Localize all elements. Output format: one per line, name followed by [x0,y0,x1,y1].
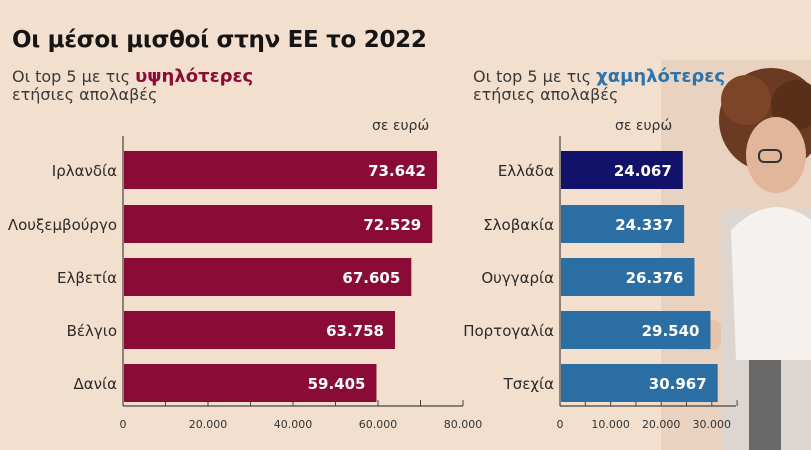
right-value-label: 24.067 [614,162,672,180]
right-value-label: 30.967 [649,375,707,393]
left-category-label: Ελβετία [57,269,117,287]
left-tick-label: 0 [120,418,127,431]
right-subtitle-line2: ετήσιες απολαβές [473,85,619,104]
right-bar-1 [561,151,683,189]
left-tick-label: 20.000 [189,418,228,431]
right-bar-5 [561,364,718,402]
left-category-label: Δανία [74,375,118,393]
left-bar-1 [124,151,437,189]
left-unit-label: σε ευρώ [372,118,430,134]
right-value-label: 26.376 [626,269,684,287]
left-bar-2 [124,205,433,243]
right-value-label: 29.540 [642,322,700,340]
left-bar-5 [124,364,377,402]
left-value-label: 72.529 [363,216,421,234]
left-value-label: 59.405 [308,375,366,393]
right-bar-3 [561,258,695,296]
left-category-label: Λουξεμβούργο [8,216,117,234]
left-category-label: Ιρλανδία [52,162,117,180]
right-value-label: 24.337 [615,216,673,234]
left-value-label: 67.605 [342,269,400,287]
left-tick-label: 80.000 [444,418,483,431]
right-bar-2 [561,205,685,243]
right-category-label: Ουγγαρία [481,269,554,287]
left-value-label: 73.642 [368,162,426,180]
left-value-label: 63.758 [326,322,384,340]
right-category-label: Πορτογαλία [463,322,554,340]
left-subtitle-line2: ετήσιες απολαβές [12,85,158,104]
left-bar-4 [124,311,395,349]
right-unit-label: σε ευρώ [615,118,673,134]
right-bar-4 [561,311,711,349]
right-category-label: Σλοβακία [483,216,554,234]
right-tick-label: 20.000 [642,418,681,431]
left-bar-3 [124,258,412,296]
right-tick-label: 0 [557,418,564,431]
right-category-label: Ελλάδα [498,162,554,180]
left-tick-label: 40.000 [274,418,313,431]
right-category-label: Τσεχία [503,375,555,393]
left-subtitle-prefix: Οι top 5 με τις [12,67,136,86]
chart-title: Οι μέσοι μισθοί στην ΕΕ το 2022 [12,27,427,53]
right-tick-label: 30.000 [693,418,732,431]
right-tick-label: 10.000 [591,418,630,431]
left-subtitle-highlight: υψηλότερες [135,66,254,87]
right-subtitle: Οι top 5 με τις χαμηλότερες ετήσιες απολ… [473,68,725,104]
left-category-label: Βέλγιο [67,322,117,340]
left-tick-label: 60.000 [359,418,398,431]
left-subtitle: Οι top 5 με τις υψηλότερες ετήσιες απολα… [12,68,253,104]
right-subtitle-highlight: χαμηλότερες [596,66,725,87]
right-subtitle-prefix: Οι top 5 με τις [473,67,597,86]
